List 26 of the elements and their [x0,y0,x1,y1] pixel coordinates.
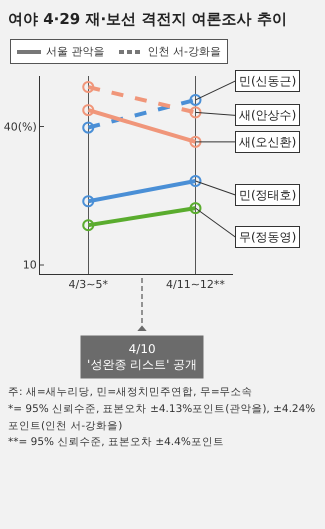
point [82,195,94,208]
x-tick-label: 4/3~5* [68,278,108,292]
point [189,202,202,214]
text: 새(오신환) [239,135,296,149]
x-tick-label: 4/11~12** [166,278,226,292]
text: 주: 새=새누리당, 민=새정치민주연합, 무=무소속 [8,385,254,400]
point [82,81,94,94]
point [82,104,94,116]
text: 새(안상수) [239,108,296,122]
y-tick-label: 10 [22,258,37,272]
text: 4/10 '성완종 리스트' 공개 [87,342,198,372]
text: 인천 서-강화을 [148,44,221,59]
point [82,122,94,134]
text: *= 95% 신뢰수준, 표본오차 ±4.13%포인트(관악을), ±4.24%포인트(인천 서-강화을) [8,402,316,434]
y-tick-label: 40(%) [4,120,37,134]
text: 서울 관악을 [46,44,104,59]
point [189,94,202,106]
text: **= 95% 신뢰수준, 표본오차 ±4.4%포인트 [8,435,225,450]
text: 민(정태호) [239,188,296,202]
point [82,219,94,232]
text: 민(신동근) [239,74,296,88]
point [189,174,202,187]
point [189,136,202,148]
text: 무(정동영) [239,230,296,244]
chart-title: 여야 4·29 재·보선 격전지 여론조사 추이 [7,9,288,30]
point [189,106,202,118]
